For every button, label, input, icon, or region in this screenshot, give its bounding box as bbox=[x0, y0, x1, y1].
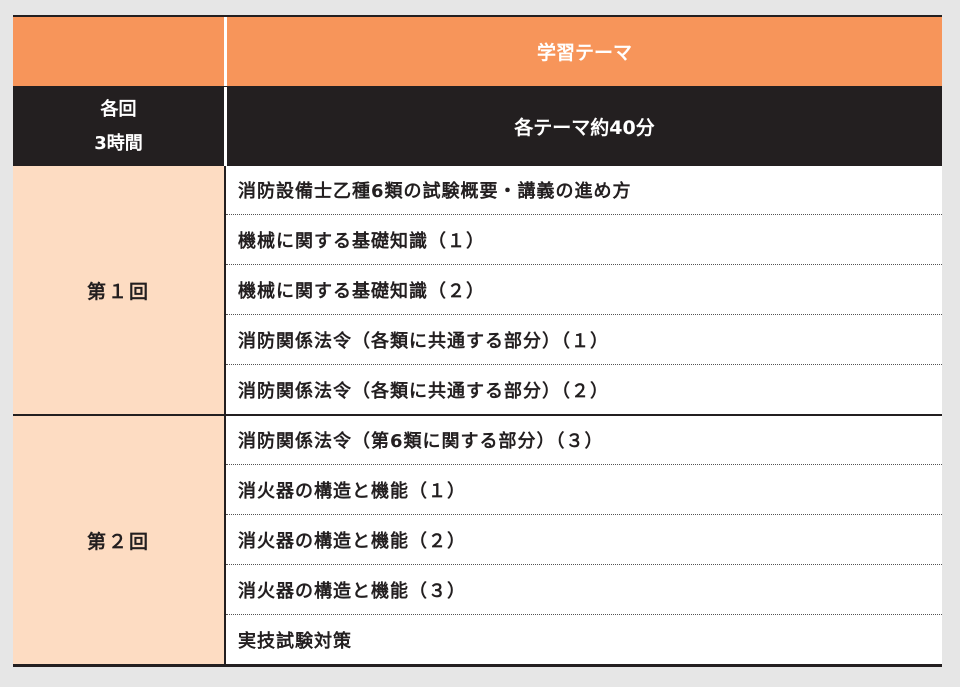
theme-list: 消防設備士乙種6類の試験概要・講義の進め方機械に関する基礎知識（１） 機械に関する… bbox=[224, 166, 942, 414]
session-label: 各回 bbox=[100, 98, 137, 120]
theme-row: 消火器の構造と機能（３） bbox=[226, 564, 942, 614]
session-label-cell: 第２回 bbox=[13, 416, 224, 664]
session-duration-header: 各回 3時間 bbox=[13, 87, 224, 166]
theme-row: 消防関係法令（第6類に関する部分）（３） bbox=[238, 431, 604, 452]
theme-row: 消火器の構造と機能（２） bbox=[226, 514, 942, 564]
header-row-duration: 各回 3時間 各テーマ約40分 bbox=[13, 86, 942, 166]
session-group: 第２回 消防関係法令（第6類に関する部分）（３） 消火器の構造と機能（１） 消火器の構… bbox=[13, 414, 942, 664]
theme-row: 機械に関する基礎知識（１） bbox=[226, 214, 942, 264]
theme-row: 消火器の構造と機能（１） bbox=[226, 464, 942, 514]
theme-list: 消防関係法令（第6類に関する部分）（３） 消火器の構造と機能（１） 消火器の構造と機… bbox=[224, 416, 942, 664]
theme-duration: 各テーマ約40分 bbox=[224, 87, 942, 166]
session-label-cell: 第１回 bbox=[13, 166, 224, 414]
session-group: 第１回 消防設備士乙種6類の試験概要・講義の進め方機械に関する基礎知識（１） 機械に… bbox=[13, 166, 942, 414]
theme-row: 実技試験対策 bbox=[226, 614, 942, 664]
theme-row: 消防関係法令（各類に共通する部分）（２） bbox=[226, 364, 942, 414]
header-empty-cell bbox=[13, 17, 224, 86]
theme-row: 消防関係法令（各類に共通する部分）（１） bbox=[226, 314, 942, 364]
session-hours: 3時間 bbox=[94, 132, 143, 154]
theme-title: 学習テーマ bbox=[224, 17, 942, 86]
theme-row: 機械に関する基礎知識（２） bbox=[226, 264, 942, 314]
header-row-theme: 学習テーマ bbox=[13, 17, 942, 86]
theme-row: 消防設備士乙種6類の試験概要・講義の進め方 bbox=[238, 181, 632, 202]
schedule-table: 学習テーマ 各回 3時間 各テーマ約40分 第１回 消防設備士乙種6類の試験概要・… bbox=[13, 15, 942, 667]
